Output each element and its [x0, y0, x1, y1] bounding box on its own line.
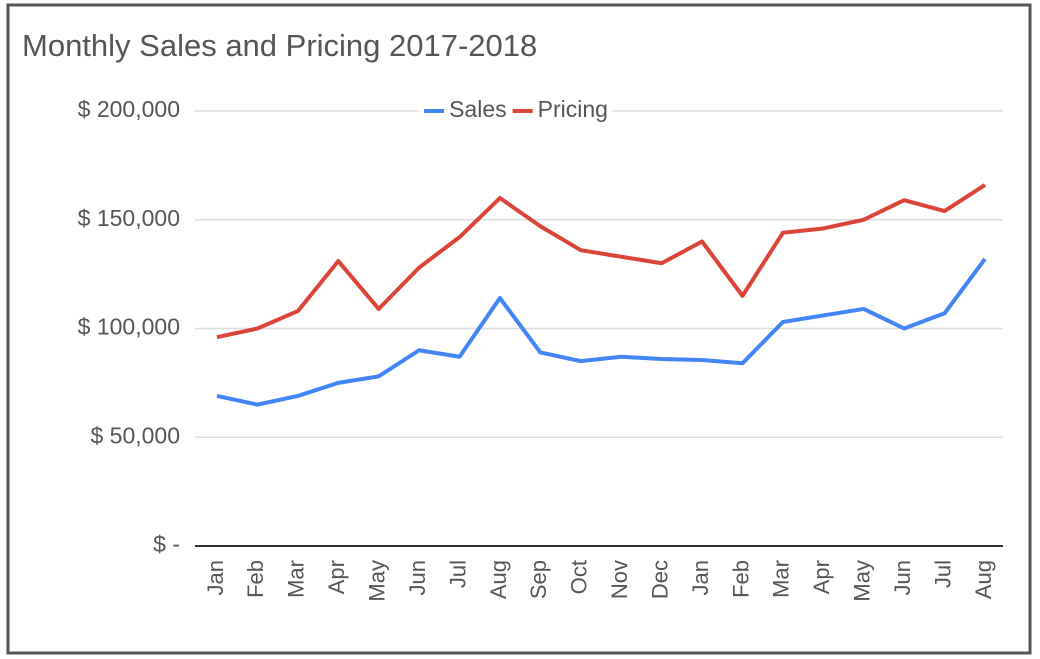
- y-tick-label: $ 100,000: [78, 314, 180, 340]
- x-tick-label: Jan: [688, 560, 713, 595]
- y-tick-label: $ 50,000: [90, 422, 180, 448]
- x-tick-label: Sep: [526, 560, 551, 599]
- x-tick-label: Feb: [243, 560, 268, 598]
- x-tick-label: Jul: [930, 560, 955, 588]
- x-tick-label: Jul: [445, 560, 470, 588]
- x-tick-label: Nov: [607, 560, 632, 599]
- legend-label: Sales: [449, 96, 507, 122]
- series-line: [216, 257, 987, 407]
- x-tick-label: May: [364, 560, 389, 602]
- x-tick-label: Aug: [486, 560, 511, 599]
- legend-label: Pricing: [538, 96, 608, 122]
- x-tick-label: Dec: [647, 560, 672, 599]
- chart-title: Monthly Sales and Pricing 2017-2018: [22, 28, 537, 63]
- x-tick-label: Aug: [971, 560, 996, 599]
- y-tick-label: $ 150,000: [78, 205, 180, 231]
- series-line: [216, 183, 987, 340]
- x-tick-label: Mar: [284, 560, 309, 598]
- x-tick-label: Feb: [728, 560, 753, 598]
- x-tick-label: Apr: [809, 560, 834, 594]
- x-tick-label: Mar: [769, 560, 794, 598]
- y-tick-label: $ 200,000: [78, 96, 180, 122]
- x-tick-label: Oct: [567, 560, 592, 594]
- x-tick-label: May: [850, 560, 875, 602]
- x-tick-label: Jun: [405, 560, 430, 595]
- x-tick-label: Apr: [324, 560, 349, 594]
- x-tick-label: Jan: [203, 560, 228, 595]
- x-tick-label: Jun: [890, 560, 915, 595]
- y-tick-label: $ -: [153, 531, 180, 557]
- legend: Sales Pricing: [424, 96, 608, 122]
